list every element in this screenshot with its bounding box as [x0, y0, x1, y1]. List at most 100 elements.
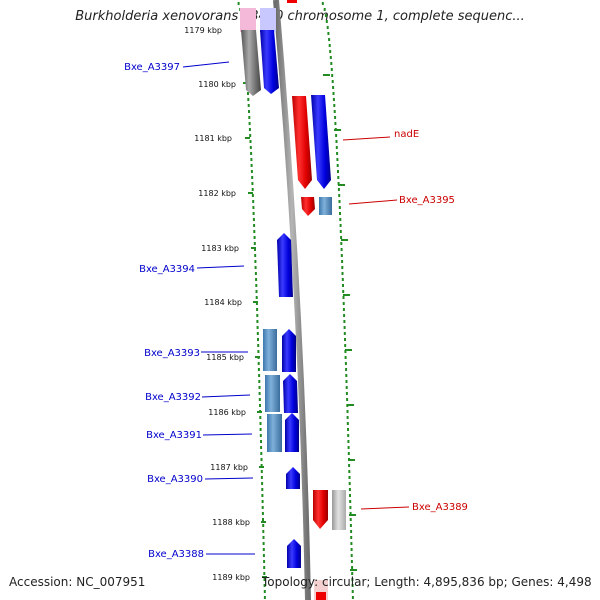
- ruler-dot: [351, 566, 354, 569]
- gene-label-nade[interactable]: nadE: [394, 129, 419, 140]
- ruler-dot: [350, 530, 353, 533]
- gene-label-bxe-a3397[interactable]: Bxe_A3397: [124, 62, 180, 73]
- ruler-dot: [343, 332, 346, 335]
- ruler-dot: [349, 512, 352, 515]
- gene-feature-nade[interactable]: [311, 95, 331, 189]
- ruler-dot: [253, 242, 256, 245]
- ruler-dot: [248, 128, 251, 131]
- gene-feature[interactable]: [260, 8, 276, 32]
- ruler-dot: [260, 476, 263, 479]
- ruler-dot: [342, 296, 345, 299]
- ruler-dot: [343, 314, 346, 317]
- gene-feature-bxe-a3393[interactable]: [282, 329, 296, 372]
- genes: [240, 0, 346, 600]
- ruler-dot: [256, 332, 259, 335]
- gene-label-bxe-a3393[interactable]: Bxe_A3393: [144, 348, 200, 359]
- ruler-dot: [328, 38, 331, 41]
- ruler-dot: [250, 164, 253, 167]
- ruler-dot: [259, 434, 262, 437]
- ruler-dot: [254, 272, 257, 275]
- ruler-dot: [337, 182, 340, 185]
- gene-label-bxe-a3389[interactable]: Bxe_A3389: [412, 502, 468, 513]
- ruler-dot: [328, 44, 331, 47]
- ruler-labels: 1179 kbp 1180 kbp 1181 kbp 1182 kbp 1183…: [184, 26, 250, 582]
- gene-feature-red[interactable]: [292, 96, 312, 189]
- ruler-dot: [250, 152, 253, 155]
- ruler-dot: [254, 266, 257, 269]
- gene-feature-steel[interactable]: [267, 414, 282, 452]
- ruler-dot: [347, 452, 350, 455]
- ruler-dot: [256, 314, 259, 317]
- gene-feature-steel[interactable]: [265, 375, 280, 412]
- ruler-dot: [249, 146, 252, 149]
- ruler-dot: [324, 14, 327, 17]
- ruler-dot: [260, 464, 263, 467]
- gene-feature-lightgray[interactable]: [332, 490, 346, 530]
- ruler-dot: [342, 290, 345, 293]
- ruler-dot: [258, 386, 261, 389]
- gene-label-bxe-a3390[interactable]: Bxe_A3390: [147, 474, 203, 485]
- ruler-label: 1182 kbp: [198, 189, 236, 198]
- gene-label-bxe-a3391[interactable]: Bxe_A3391: [146, 430, 202, 441]
- ruler-dot: [255, 296, 258, 299]
- ruler-dot: [337, 176, 340, 179]
- ruler-dot: [332, 98, 335, 101]
- ruler-dot: [340, 236, 343, 239]
- gene-feature-bxe-a3391[interactable]: [285, 413, 299, 452]
- ruler-dot: [261, 482, 264, 485]
- ruler-dot: [253, 224, 256, 227]
- ruler-dot: [256, 308, 259, 311]
- gene-feature-steel[interactable]: [319, 197, 332, 215]
- gene-feature-bxe-a3388[interactable]: [287, 539, 301, 568]
- ruler-label: 1180 kbp: [198, 80, 236, 89]
- ruler-dot: [340, 248, 343, 251]
- ruler-dot: [259, 416, 262, 419]
- gene-label-bxe-a3395[interactable]: Bxe_A3395: [399, 195, 455, 206]
- gene-feature-bxe-a3389[interactable]: [313, 490, 328, 529]
- gene-feature-bxe-a3394[interactable]: [277, 233, 293, 297]
- gene-feature[interactable]: [287, 0, 297, 3]
- gene-feature-bxe-a3397[interactable]: [260, 30, 279, 94]
- ruler-dot: [341, 260, 344, 263]
- ruler-dot: [247, 98, 250, 101]
- ruler-dot: [247, 104, 250, 107]
- gene-feature-bxe-a3390[interactable]: [286, 467, 300, 489]
- ruler-dot: [340, 242, 343, 245]
- gene-feature-bxe-a3395[interactable]: [301, 197, 315, 216]
- ruler-dot: [336, 158, 339, 161]
- ruler-dot: [339, 212, 341, 215]
- gene-label-bxe-a3388[interactable]: Bxe_A3388: [148, 549, 204, 560]
- gene-feature-gray[interactable]: [241, 30, 261, 96]
- ruler-dot: [336, 164, 339, 167]
- gene-label-bxe-a3394[interactable]: Bxe_A3394: [139, 264, 195, 275]
- ruler-dot: [257, 368, 260, 371]
- ruler-dot: [344, 350, 347, 353]
- ruler-dot: [340, 254, 343, 257]
- ruler-dot: [259, 422, 262, 425]
- ruler-dot: [332, 86, 335, 89]
- ruler-dot: [253, 230, 256, 233]
- ruler-dot: [251, 188, 254, 191]
- ruler-dot: [344, 338, 346, 341]
- ruler-dot: [263, 560, 266, 563]
- ruler-dot: [260, 446, 263, 449]
- ruler-dot: [251, 182, 254, 185]
- ruler-dot: [334, 116, 337, 119]
- gene-feature-bxe-a3392[interactable]: [283, 374, 298, 413]
- ruler-label: 1185 kbp: [206, 353, 244, 362]
- ruler-dot: [257, 344, 260, 347]
- ruler-dot: [331, 74, 334, 77]
- gene-feature-steel[interactable]: [263, 329, 277, 371]
- gene-feature[interactable]: [316, 592, 326, 600]
- ruler-dot: [341, 266, 344, 269]
- ruler-dot: [254, 254, 257, 257]
- ruler-dot: [327, 32, 330, 35]
- gene-label-bxe-a3392[interactable]: Bxe_A3392: [145, 392, 201, 403]
- ruler-dot: [261, 494, 264, 497]
- ruler-dot: [254, 248, 256, 251]
- ruler-dot: [348, 482, 351, 485]
- gene-feature[interactable]: [240, 8, 256, 32]
- ruler-dot: [249, 134, 252, 137]
